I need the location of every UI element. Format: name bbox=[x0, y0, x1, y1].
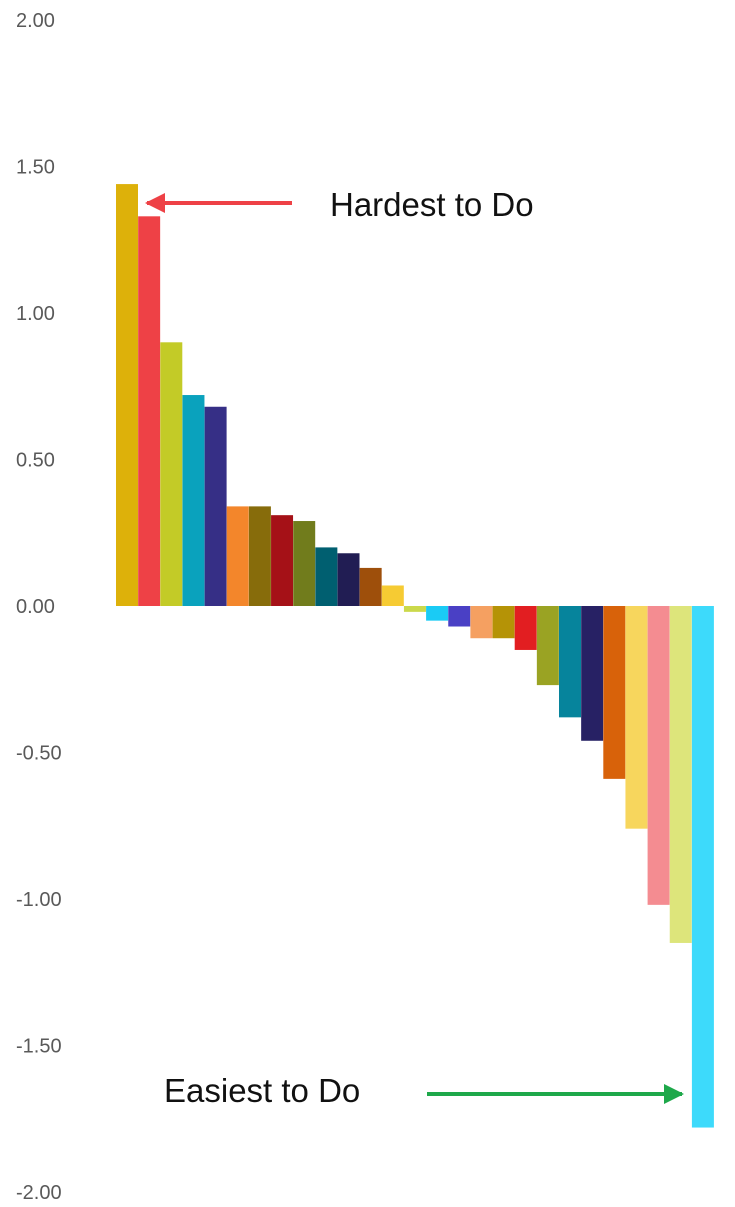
y-tick-label: 0.00 bbox=[16, 596, 55, 618]
y-tick-label: 2.00 bbox=[16, 10, 55, 32]
bar bbox=[204, 406, 227, 606]
bar bbox=[271, 515, 294, 606]
y-axis: 2.00 1.50 1.00 0.50 0.00 -0.50 -1.00 -1.50 -2.00 bbox=[16, 10, 62, 1204]
bar bbox=[514, 606, 537, 650]
bar bbox=[337, 553, 360, 606]
bar bbox=[448, 606, 471, 627]
easiest-label: Easiest to Do bbox=[164, 1072, 360, 1109]
bar bbox=[625, 606, 648, 829]
bar bbox=[381, 585, 404, 606]
bar bbox=[581, 606, 604, 741]
bar bbox=[603, 606, 626, 779]
bar bbox=[536, 606, 559, 686]
y-tick-label: 1.00 bbox=[16, 303, 55, 325]
annotations: Hardest to Do Easiest to Do bbox=[145, 186, 684, 1109]
bar bbox=[691, 606, 714, 1128]
bar bbox=[138, 216, 161, 606]
hardest-label: Hardest to Do bbox=[330, 186, 534, 223]
bar bbox=[426, 606, 449, 621]
bar bbox=[470, 606, 493, 639]
bar bbox=[182, 395, 205, 606]
y-tick-label: -1.50 bbox=[16, 1036, 62, 1058]
y-tick-label: 1.50 bbox=[16, 157, 55, 179]
bar bbox=[248, 506, 271, 606]
bar bbox=[559, 606, 581, 718]
bar bbox=[647, 606, 670, 905]
bar bbox=[116, 184, 138, 606]
bar bbox=[403, 606, 426, 612]
y-tick-label: 0.50 bbox=[16, 450, 55, 472]
y-tick-label: -1.00 bbox=[16, 889, 62, 911]
bars bbox=[116, 184, 714, 1128]
bar bbox=[293, 521, 316, 606]
bar bbox=[160, 342, 183, 606]
bar bbox=[492, 606, 515, 639]
bar bbox=[315, 547, 338, 606]
bar bbox=[226, 506, 249, 606]
y-tick-label: -2.00 bbox=[16, 1182, 62, 1204]
y-tick-label: -0.50 bbox=[16, 743, 62, 765]
bar bbox=[359, 567, 382, 606]
bar bbox=[669, 606, 692, 943]
